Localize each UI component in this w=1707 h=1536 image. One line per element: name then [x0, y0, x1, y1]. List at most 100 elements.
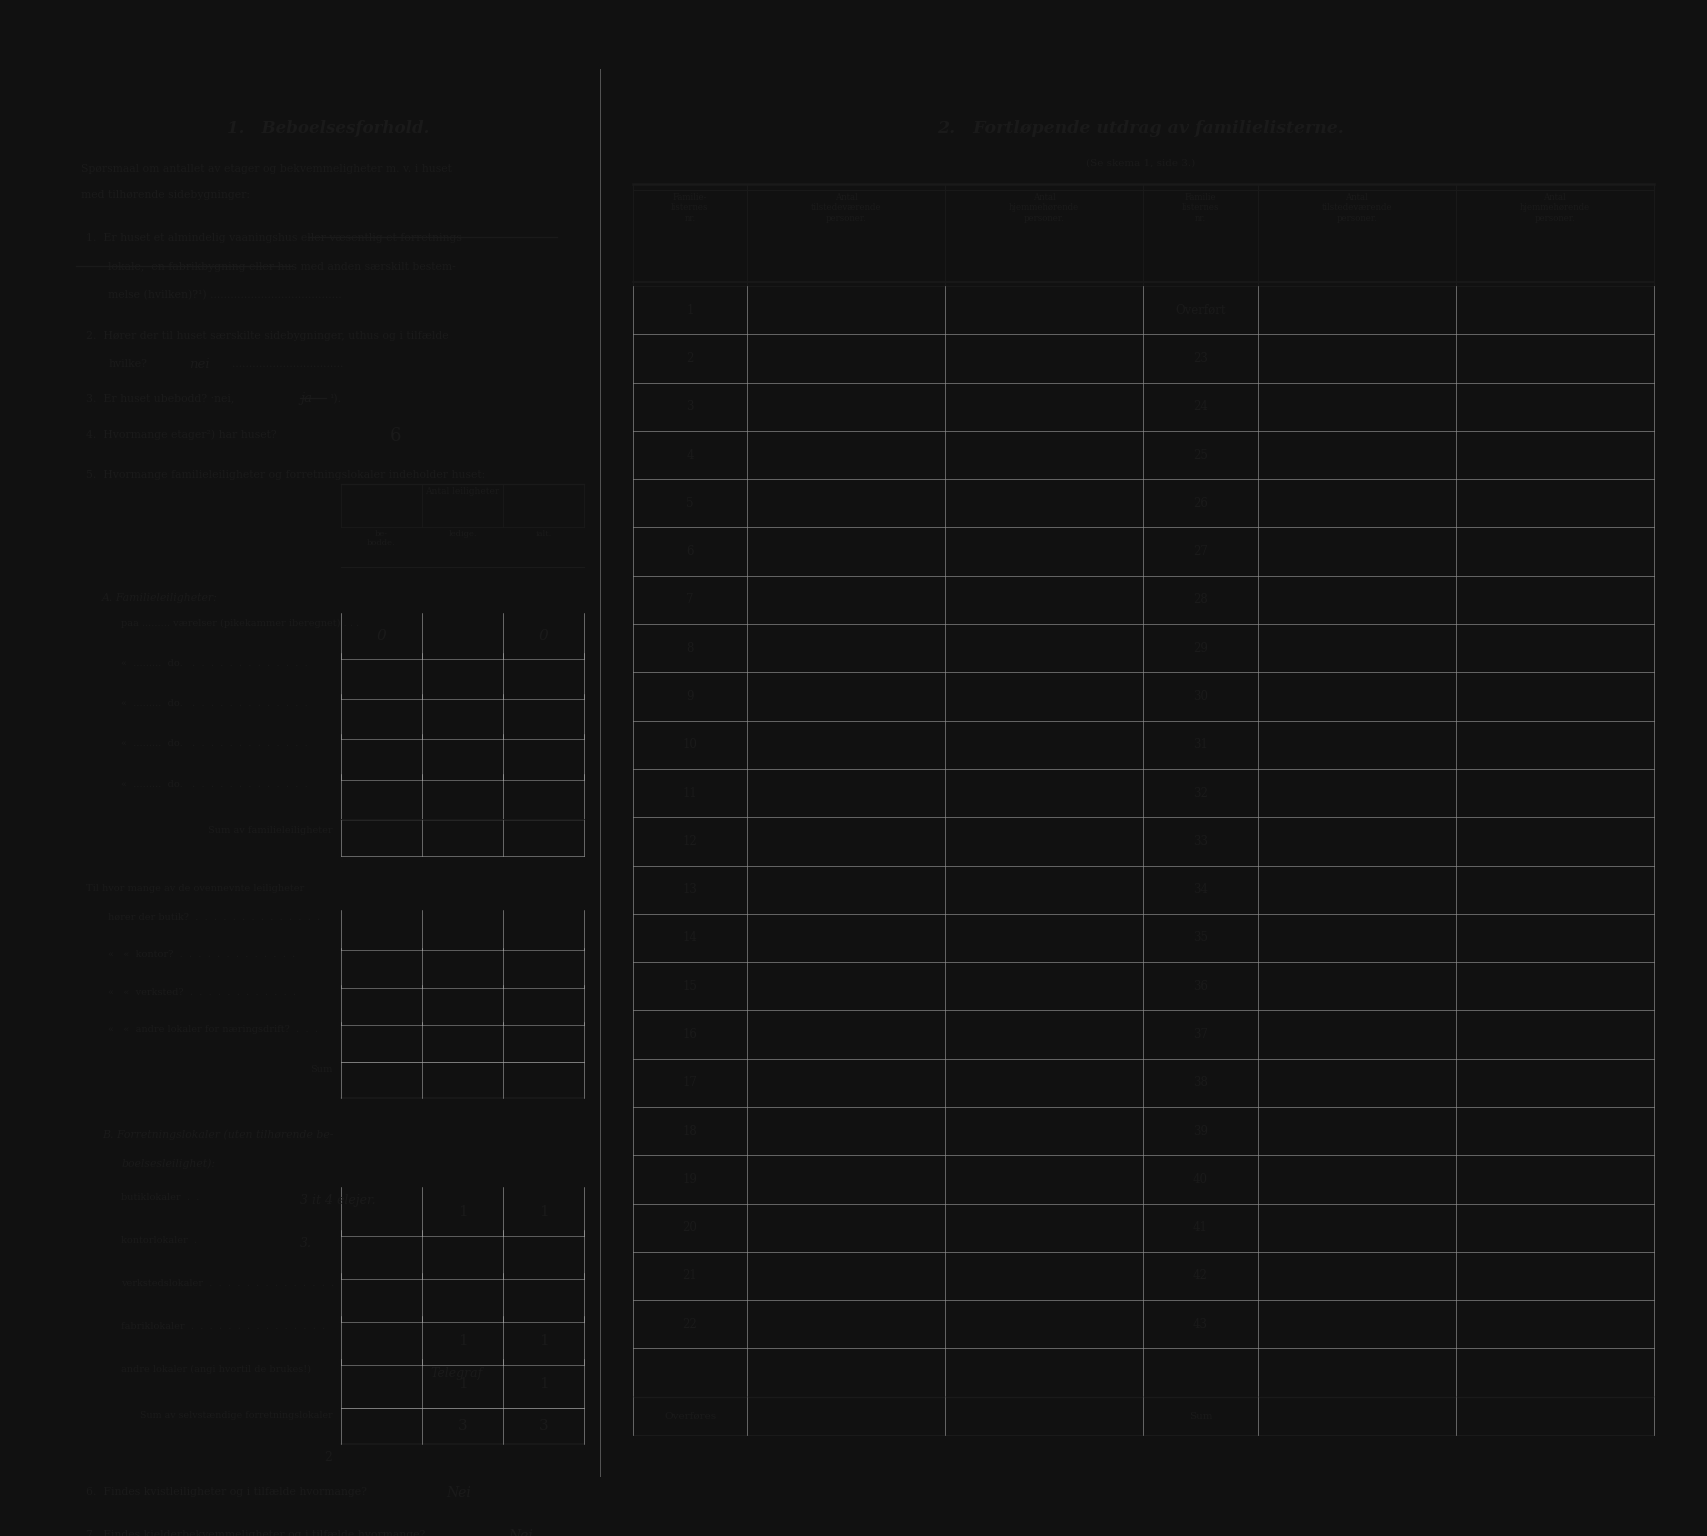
Text: 16: 16 — [683, 1028, 698, 1041]
Text: 18: 18 — [683, 1124, 698, 1138]
Text: 3: 3 — [686, 401, 693, 413]
Text: 1: 1 — [457, 1204, 468, 1218]
Text: andre lokaler (angi hvortil de brukes!): andre lokaler (angi hvortil de brukes!) — [121, 1366, 311, 1375]
Text: 2: 2 — [324, 1452, 333, 1464]
Text: 39: 39 — [1193, 1124, 1209, 1138]
Text: «  .........  do.   .  .  .  .  .  .  .  .  .  .  .  .  .: « ......... do. . . . . . . . . . . . . … — [121, 739, 307, 748]
Text: 7: 7 — [686, 593, 693, 607]
Text: 1.   Beboelsesforhold.: 1. Beboelsesforhold. — [227, 120, 430, 137]
Text: 3 it 4 elejer.: 3 it 4 elejer. — [300, 1195, 376, 1207]
Text: 26: 26 — [1193, 496, 1209, 510]
Text: 28: 28 — [1193, 593, 1209, 607]
Text: med tilhørende sidebygninger:: med tilhørende sidebygninger: — [80, 190, 249, 200]
Text: 1: 1 — [457, 1376, 468, 1390]
Text: «   «  verksted?  .  .  .  .  .  .  .  .  .  .  .  .: « « verksted? . . . . . . . . . . . . — [108, 988, 297, 997]
Text: 36: 36 — [1193, 980, 1209, 992]
Text: 31: 31 — [1193, 739, 1209, 751]
Text: ledige.: ledige. — [449, 530, 476, 538]
Text: 0: 0 — [376, 630, 386, 644]
Text: «   «  andre lokaler for næringsdrift?  .  .  .: « « andre lokaler for næringsdrift? . . … — [108, 1025, 318, 1034]
Text: 12: 12 — [683, 836, 698, 848]
Text: ¹).: ¹). — [329, 393, 341, 404]
Text: 6.  Findes kvistleiligheter og i tilfælde hvormange?: 6. Findes kvistleiligheter og i tilfælde… — [85, 1487, 367, 1498]
Text: 29: 29 — [1193, 642, 1209, 654]
Text: 1.  Er huset et almindelig vaaningshus eller væsentlig et forretnings-: 1. Er huset et almindelig vaaningshus el… — [85, 233, 464, 243]
Text: 6: 6 — [686, 545, 693, 558]
Text: 3.  Er huset ubebodd? ·nei,: 3. Er huset ubebodd? ·nei, — [85, 393, 241, 404]
Text: 25: 25 — [1193, 449, 1209, 461]
Text: hvilke?: hvilke? — [108, 359, 147, 369]
Text: Sum av selvstændige forretningslokaler: Sum av selvstændige forretningslokaler — [140, 1412, 333, 1421]
Text: 2.  Hører der til huset særskilte sidebygninger, uthus og i tilfælde: 2. Hører der til huset særskilte sidebyg… — [85, 330, 449, 341]
Text: 3: 3 — [539, 1419, 548, 1433]
Text: ja: ja — [300, 392, 312, 406]
Text: Antal
tilstedeværende
personer.: Antal tilstedeværende personer. — [811, 192, 881, 223]
Text: 23: 23 — [1193, 352, 1209, 366]
Text: 0: 0 — [539, 630, 548, 644]
Text: 3: 3 — [457, 1419, 468, 1433]
Text: 4: 4 — [686, 449, 693, 461]
Text: (Se skema 1, side 3.): (Se skema 1, side 3.) — [1086, 158, 1195, 167]
Text: 8: 8 — [686, 642, 693, 654]
Text: 14: 14 — [683, 931, 698, 945]
Text: Familie-
listernes
nr.: Familie- listernes nr. — [671, 192, 708, 223]
Text: Nei: Nei — [509, 1528, 533, 1536]
Text: Sum: Sum — [311, 1066, 333, 1074]
Text: 30: 30 — [1193, 690, 1209, 703]
Text: 13: 13 — [683, 883, 698, 895]
Text: 42: 42 — [1193, 1269, 1209, 1283]
Text: 5.  Hvormange familieleiligheter og forretningslokaler indeholder huset:: 5. Hvormange familieleiligheter og forre… — [85, 470, 485, 479]
Text: 1: 1 — [539, 1333, 548, 1347]
Text: Til hvor mange av de ovennevnte leiligheter: Til hvor mange av de ovennevnte leilighe… — [85, 885, 304, 894]
Text: 2.   Fortløpende utdrag av familielisterne.: 2. Fortløpende utdrag av familielisterne… — [937, 120, 1343, 137]
Text: Antal
hjemmehørende
personer.: Antal hjemmehørende personer. — [1009, 192, 1079, 223]
Text: 1: 1 — [686, 304, 693, 316]
Text: 40: 40 — [1193, 1174, 1209, 1186]
Text: 33: 33 — [1193, 836, 1209, 848]
Text: Telegraf: Telegraf — [430, 1367, 483, 1379]
Text: be-
bodde.: be- bodde. — [367, 530, 396, 547]
Text: 34: 34 — [1193, 883, 1209, 895]
Text: Antal
tilstedeværende
personer.: Antal tilstedeværende personer. — [1321, 192, 1393, 223]
Text: 35: 35 — [1193, 931, 1209, 945]
Text: Sum: Sum — [1188, 1412, 1212, 1421]
Text: 7.  Findes kjelderbekvemmeligheter og i tilfælde hvormange?: 7. Findes kjelderbekvemmeligheter og i t… — [85, 1530, 425, 1536]
Text: melse (hvilken)?¹) .......................................: melse (hvilken)?¹) .....................… — [108, 290, 341, 301]
Text: 1: 1 — [457, 1333, 468, 1347]
Text: ialt.: ialt. — [536, 530, 551, 538]
Text: Nei: Nei — [446, 1485, 471, 1499]
Text: 9: 9 — [686, 690, 693, 703]
Text: 43: 43 — [1193, 1318, 1209, 1330]
Text: 11: 11 — [683, 786, 698, 800]
Text: .................................: ................................. — [232, 359, 343, 369]
Text: 1: 1 — [539, 1376, 548, 1390]
Text: 22: 22 — [683, 1318, 698, 1330]
Text: B. Forretningslokaler (uten tilhørende be-: B. Forretningslokaler (uten tilhørende b… — [102, 1130, 333, 1140]
Text: boelsesleilighet):: boelsesleilighet): — [121, 1158, 215, 1169]
Text: 21: 21 — [683, 1269, 698, 1283]
Text: Antal leiligheter: Antal leiligheter — [425, 487, 500, 496]
Text: Sum av familieleiligheter: Sum av familieleiligheter — [208, 825, 333, 834]
Text: 37: 37 — [1193, 1028, 1209, 1041]
Text: Familie
listernes
nr.: Familie listernes nr. — [1181, 192, 1219, 223]
Text: Overført: Overført — [1174, 304, 1226, 316]
Text: 32: 32 — [1193, 786, 1209, 800]
Text: lokale,  en fabrikbygning eller hus med anden særskilt bestem-: lokale, en fabrikbygning eller hus med a… — [108, 261, 456, 272]
Text: Spørsmaal om antallet av etager og bekvemmeligheter m. v. i huset: Spørsmaal om antallet av etager og bekve… — [80, 164, 451, 174]
Text: Overføres: Overføres — [664, 1412, 715, 1421]
Text: 4.  Hvormange etager²) har huset?: 4. Hvormange etager²) har huset? — [85, 430, 277, 441]
Text: 41: 41 — [1193, 1221, 1209, 1235]
Text: 17: 17 — [683, 1077, 698, 1089]
Text: «  .........  do.   .  .  .  .  .  .  .  .  .  .  .  .  .: « ......... do. . . . . . . . . . . . . … — [121, 699, 307, 708]
Text: butiklokaler  .  .: butiklokaler . . — [121, 1193, 200, 1203]
Text: Antal
hjemmehørende
personer.: Antal hjemmehørende personer. — [1519, 192, 1589, 223]
Text: «  .........  do.   .  .  .  .  .  .  .  .  .  .  .  .  .: « ......... do. . . . . . . . . . . . . … — [121, 659, 307, 668]
Text: 20: 20 — [683, 1221, 698, 1235]
Text: 5: 5 — [686, 496, 693, 510]
Text: 1: 1 — [539, 1204, 548, 1218]
Text: 24: 24 — [1193, 401, 1209, 413]
Text: 38: 38 — [1193, 1077, 1209, 1089]
Text: 27: 27 — [1193, 545, 1209, 558]
Text: nei: nei — [189, 358, 210, 370]
Text: 3.: 3. — [300, 1238, 312, 1250]
